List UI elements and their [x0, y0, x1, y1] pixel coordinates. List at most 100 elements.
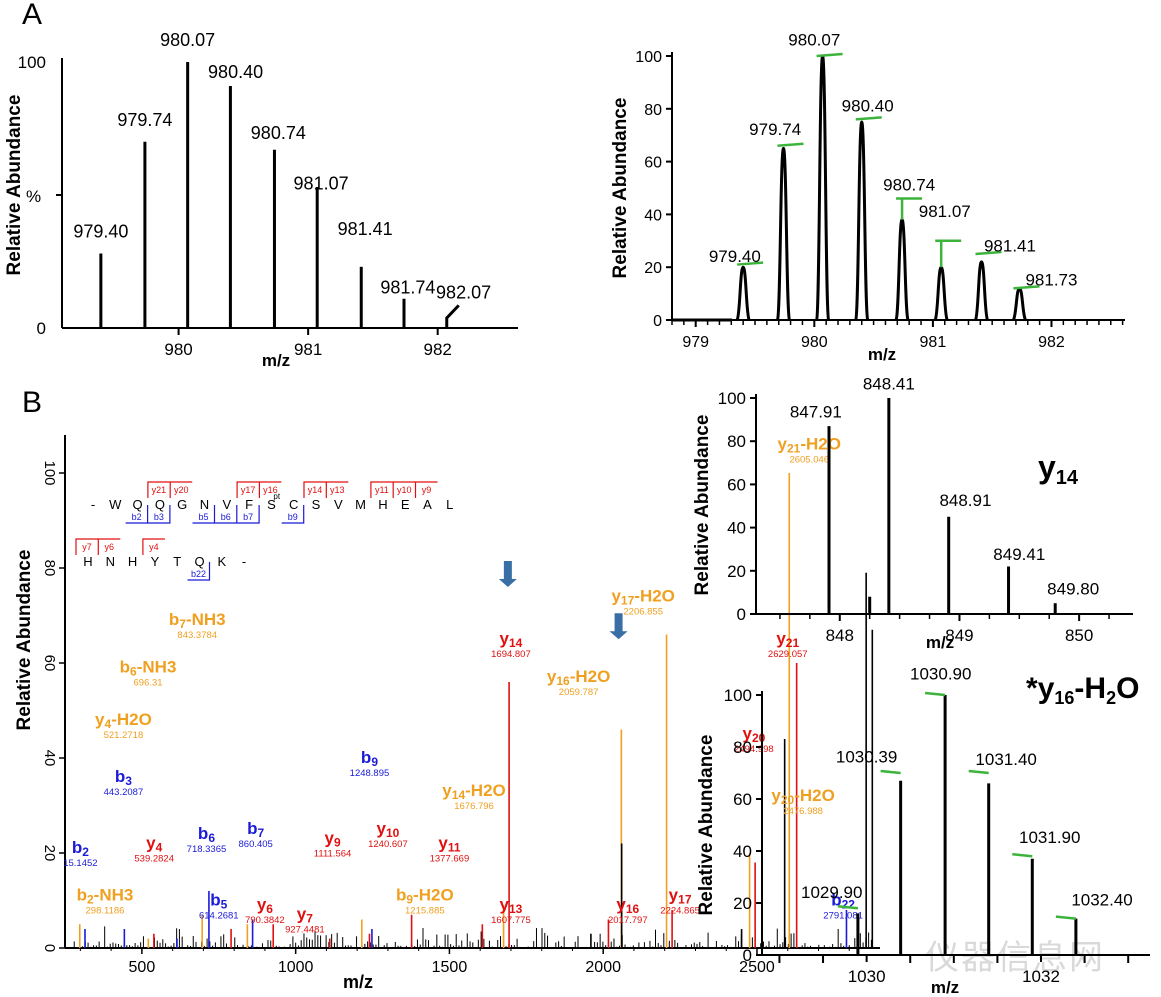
sequence-residue: L	[446, 497, 453, 512]
y-axis-label: Relative Abundance	[692, 415, 713, 596]
panel-label-b: B	[22, 386, 43, 419]
fragment-label: b2-NH3	[77, 886, 134, 907]
fragment-label: b2	[72, 838, 89, 859]
y-tick-label: 0	[737, 605, 746, 624]
fragment-mass: 2017.797	[608, 915, 648, 926]
fragment-mass: 2629.057	[768, 649, 808, 660]
sequence-residue: W	[109, 497, 122, 512]
y-tick-label: 100	[18, 53, 46, 72]
x-tick-label: 981	[294, 340, 322, 359]
fragment-label: y21-H2O	[778, 434, 841, 455]
x-axis-label: m/z	[262, 351, 290, 370]
y-tick-label: 40	[733, 842, 752, 861]
peak-label: 848.91	[939, 491, 991, 510]
fragment-mass: 2224.865	[660, 906, 700, 917]
sequence-residue: -	[91, 497, 95, 512]
fragment-mass: 1607.775	[491, 915, 531, 926]
peak-profile	[775, 146, 791, 321]
fragment-mass: 790.3842	[245, 915, 285, 926]
theoretical-marker	[968, 769, 989, 775]
fragment-mass: 539.2824	[134, 853, 174, 864]
x-tick-label: 982	[423, 340, 451, 359]
sequence-residue: H	[83, 554, 92, 569]
peak-label: 980.40	[842, 96, 894, 115]
y-ion-label: y17	[241, 485, 256, 495]
y-tick-label: 80	[41, 560, 58, 577]
chart-b3: 0 20 40 60 80 100 1030 1032 m/z Relative Abundanc…	[696, 664, 1150, 997]
x-tick-label: 979	[682, 334, 709, 351]
highlight-arrow	[498, 561, 517, 587]
sequence-residue: V	[222, 497, 231, 512]
sequence-residue: T	[173, 554, 181, 569]
y-tick-label: 100	[41, 460, 58, 485]
fragment-mass: 298.1186	[86, 906, 125, 917]
y-ion-label: y10	[397, 485, 412, 495]
b-ion-bracket	[187, 562, 211, 581]
chart-a2: 0 20 40 60 80 100 979 980 981 982 m/z Relative Abun…	[610, 30, 1125, 364]
fragment-mass: 614.2681	[199, 910, 239, 921]
sequence-residue: V	[334, 497, 343, 512]
fragment-mass: 2476.988	[783, 806, 823, 817]
highlight-arrow	[609, 613, 628, 640]
y-tick-label: 40	[644, 207, 662, 224]
theoretical-marker	[880, 769, 901, 775]
theoretical-marker	[924, 691, 946, 697]
y-tick-label: 100	[635, 49, 662, 66]
sequence-residue: E	[401, 497, 410, 512]
y-axis-label: Relative Abundance	[4, 95, 25, 276]
x-tick-label: 981	[920, 334, 947, 351]
peak-profile	[1012, 286, 1027, 321]
sequence-residue: Q	[155, 497, 165, 512]
y-tick-label: 80	[727, 432, 746, 451]
peak-label: 1030.39	[836, 748, 897, 767]
theoretical-marker	[777, 142, 804, 148]
fragment-mass: 2791.081	[823, 910, 863, 921]
y-ion-bracket	[147, 481, 170, 498]
fragment-mass: 1377.669	[430, 853, 470, 864]
x-tick-label: 848	[826, 626, 854, 645]
fragment-label: b6-NH3	[120, 658, 177, 679]
peak-label: 847.91	[790, 402, 842, 421]
fragment-label: b9	[361, 748, 378, 769]
y-tick-label: 0	[743, 946, 752, 965]
y-ion-label: y16	[263, 485, 278, 495]
fragment-mass: 718.3365	[187, 844, 227, 855]
theoretical-marker	[737, 261, 764, 266]
peak-label: 981.73	[1025, 271, 1077, 290]
x-tick-label: 1030	[848, 967, 886, 986]
x-tick-label: 1032	[1022, 967, 1060, 986]
y-tick-label: 60	[41, 655, 58, 672]
sequence-residue: G	[177, 497, 187, 512]
y-ion-bracket	[370, 481, 393, 498]
b-ion-bracket	[281, 505, 305, 524]
y-ion-label: y13	[330, 485, 345, 495]
fragment-label: y16	[616, 895, 639, 916]
chart-a1: 0 100 980 981 982 m/z Relative Abundance % 979.4…	[4, 30, 518, 370]
fragment-label: y14-H2O	[442, 781, 505, 802]
fragment-mass: 1215.885	[405, 906, 445, 917]
fragment-mass: 2494.998	[734, 744, 774, 755]
theoretical-marker	[1013, 285, 1040, 290]
sequence-residue: H	[378, 497, 387, 512]
x-axis-label: m/z	[931, 978, 959, 997]
peak-label: 980.40	[208, 62, 263, 82]
y-tick-label: 20	[733, 894, 752, 913]
peak-profile	[735, 265, 751, 321]
peak-label: 979.74	[117, 110, 172, 130]
b-ion-label: b9	[288, 512, 298, 522]
fragment-mass: 2059.787	[559, 687, 599, 698]
peak-profile	[894, 218, 910, 321]
peak-label: 981.74	[380, 277, 435, 297]
y-tick-label: 20	[41, 845, 58, 862]
peak-label: 981.07	[294, 174, 349, 194]
y-tick-label: 20	[644, 260, 662, 277]
fragment-mass: 1111.564	[314, 849, 352, 860]
sequence-residue: K	[217, 554, 226, 569]
peak-label: 981.41	[338, 219, 393, 239]
y-ion-bracket	[169, 481, 193, 498]
fragment-label: y21	[776, 629, 799, 650]
y-ion-label: y6	[105, 542, 115, 552]
fragment-mass: 1240.607	[368, 839, 408, 850]
